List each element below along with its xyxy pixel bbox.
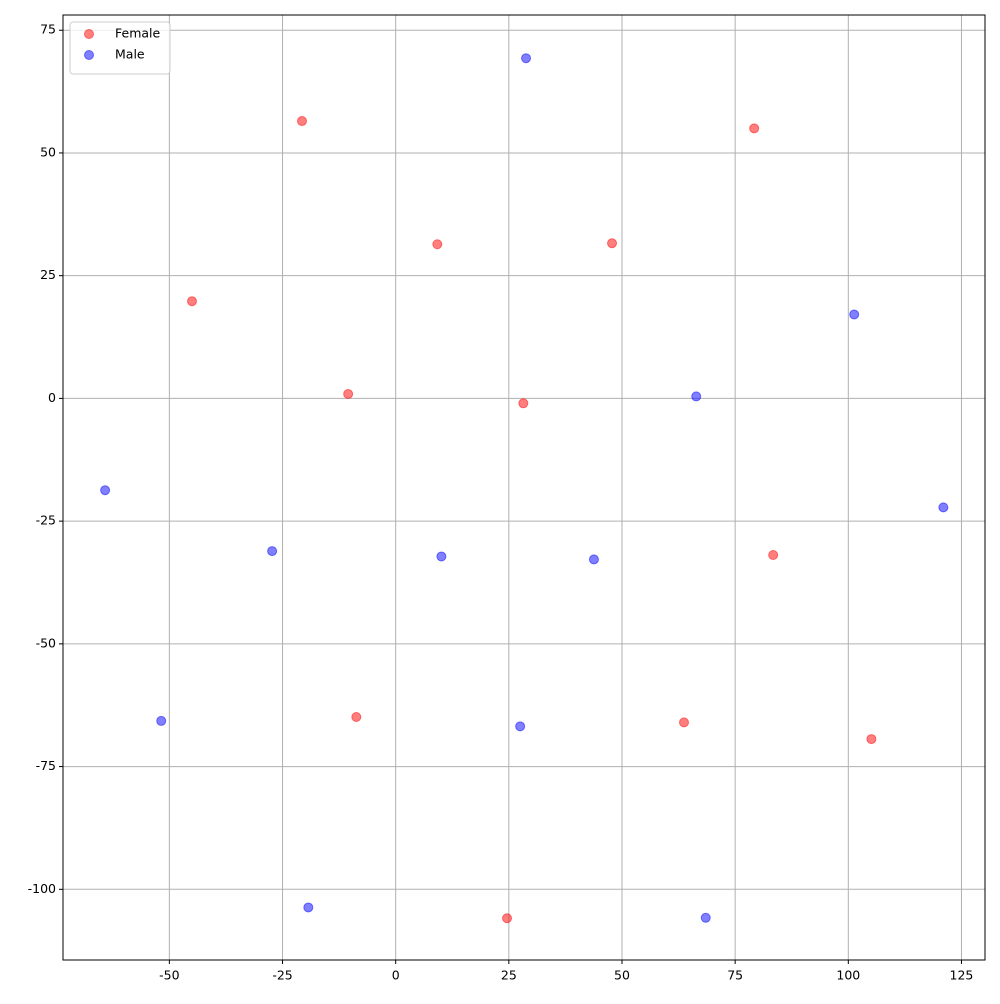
x-tick-label: 75 (727, 968, 743, 983)
plot-frame (62, 14, 986, 961)
point (436, 551, 447, 562)
point (700, 912, 711, 923)
x-tick-label: -25 (272, 968, 292, 983)
point (186, 296, 197, 307)
x-tick-label: 25 (501, 968, 517, 983)
point (679, 717, 690, 728)
y-tick-label: -100 (28, 881, 56, 896)
x-tick-label: -50 (159, 968, 179, 983)
point (156, 715, 167, 726)
x-tick-label: 0 (392, 968, 400, 983)
point (100, 485, 111, 496)
point (607, 238, 618, 249)
point (267, 546, 278, 557)
point (849, 309, 860, 320)
legend-marker (84, 29, 94, 39)
x-tick-label: 100 (836, 968, 860, 983)
point (749, 123, 760, 134)
legend-label: Female (115, 26, 161, 41)
point (518, 398, 529, 409)
y-tick-label: 50 (40, 144, 56, 159)
point (515, 721, 526, 732)
point (938, 502, 949, 513)
point (502, 913, 513, 924)
y-tick-label: 0 (48, 390, 56, 405)
x-tick-label: 50 (614, 968, 630, 983)
legend-label: Male (115, 47, 145, 62)
point (303, 902, 314, 913)
point (343, 388, 354, 399)
point (521, 53, 532, 64)
y-tick-label: -75 (36, 758, 56, 773)
legend-marker (84, 50, 94, 60)
y-tick-label: 25 (40, 267, 56, 282)
point (588, 554, 599, 565)
point (768, 550, 779, 560)
y-tick-label: 75 (40, 22, 56, 37)
point (691, 391, 702, 402)
legend-box (69, 21, 171, 75)
point (432, 239, 443, 250)
y-tick-label: -25 (36, 513, 56, 528)
y-tick-label: -50 (36, 635, 56, 650)
x-tick-label: 125 (950, 968, 974, 983)
point (866, 734, 877, 745)
point (351, 712, 362, 722)
point (296, 116, 307, 127)
